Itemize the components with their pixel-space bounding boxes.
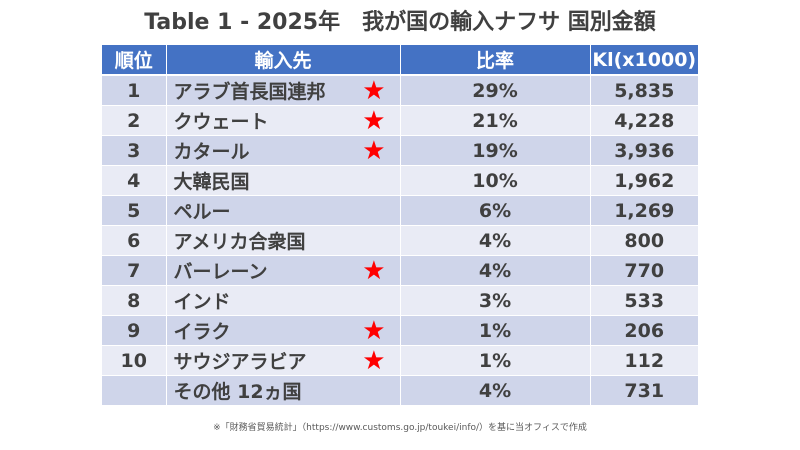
rank-cell: 9 (102, 315, 167, 346)
rank-cell: 8 (102, 285, 167, 316)
page-title: Table 1 - 2025年 我が国の輸入ナフサ 国別金額 (144, 10, 656, 35)
rank-cell: 4 (102, 165, 167, 196)
country-cell: クウェート ★ (166, 105, 401, 136)
star-icon: ★ (362, 135, 386, 166)
amount-cell: 1,269 (590, 195, 698, 226)
ratio-cell: 21% (400, 105, 591, 136)
ratio-cell: 1% (400, 315, 591, 346)
country-name: 大韓民国 (173, 171, 250, 193)
header-rank: 順位 (102, 45, 167, 76)
table-row: 1 アラブ首長国連邦 ★ 29% 5,835 (102, 75, 698, 106)
star-icon: ★ (362, 75, 386, 106)
header-amount: Kl(x1000) (590, 45, 698, 76)
table-row: 5 ペルー 6% 1,269 (102, 195, 698, 226)
ratio-cell: 3% (400, 285, 591, 316)
ratio-cell: 19% (400, 135, 591, 166)
country-cell: アラブ首長国連邦 ★ (166, 75, 401, 106)
amount-cell: 731 (590, 375, 698, 406)
table-row: 7 バーレーン ★ 4% 770 (102, 255, 698, 286)
table-row: 10 サウジアラビア ★ 1% 112 (102, 345, 698, 376)
source-note: ※「財務省貿易統計」（https://www.customs.go.jp/tou… (213, 423, 587, 433)
amount-cell: 4,228 (590, 105, 698, 136)
ratio-cell: 4% (400, 375, 591, 406)
country-cell: アメリカ合衆国 (166, 225, 401, 256)
country-cell: イラク ★ (166, 315, 401, 346)
rank-cell: 3 (102, 135, 167, 166)
star-icon: ★ (362, 255, 386, 286)
header-ratio: 比率 (400, 45, 591, 76)
rank-cell: 5 (102, 195, 167, 226)
country-name: その他 12ヵ国 (173, 381, 302, 403)
ratio-cell: 4% (400, 225, 591, 256)
table-row: 9 イラク ★ 1% 206 (102, 315, 698, 346)
amount-cell: 770 (590, 255, 698, 286)
star-icon: ★ (362, 345, 386, 376)
ratio-cell: 10% (400, 165, 591, 196)
table-header-row: 順位 輸入先 比率 Kl(x1000) (102, 45, 698, 76)
header-country: 輸入先 (166, 45, 401, 76)
country-cell: サウジアラビア ★ (166, 345, 401, 376)
country-name: アメリカ合衆国 (173, 231, 306, 253)
table-row: 3 カタール ★ 19% 3,936 (102, 135, 698, 166)
country-cell: ペルー (166, 195, 401, 226)
country-name: インド (173, 291, 231, 313)
ratio-cell: 29% (400, 75, 591, 106)
country-name: イラク (173, 321, 231, 343)
ratio-cell: 6% (400, 195, 591, 226)
country-name: サウジアラビア (173, 351, 307, 373)
country-cell: 大韓民国 (166, 165, 401, 196)
amount-cell: 533 (590, 285, 698, 316)
table-row: 6 アメリカ合衆国 4% 800 (102, 225, 698, 256)
table-row: 2 クウェート ★ 21% 4,228 (102, 105, 698, 136)
star-icon: ★ (362, 105, 386, 136)
star-icon: ★ (362, 315, 386, 346)
rank-cell (102, 375, 167, 406)
rank-cell: 7 (102, 255, 167, 286)
country-name: ペルー (173, 201, 231, 223)
country-name: カタール (173, 141, 250, 163)
amount-cell: 206 (590, 315, 698, 346)
amount-cell: 3,936 (590, 135, 698, 166)
amount-cell: 5,835 (590, 75, 698, 106)
country-cell: カタール ★ (166, 135, 401, 166)
country-cell: バーレーン ★ (166, 255, 401, 286)
amount-cell: 1,962 (590, 165, 698, 196)
country-name: アラブ首長国連邦 (173, 81, 326, 103)
table-row: その他 12ヵ国 4% 731 (102, 375, 698, 406)
amount-cell: 112 (590, 345, 698, 376)
table-row: 8 インド 3% 533 (102, 285, 698, 316)
rank-cell: 2 (102, 105, 167, 136)
amount-cell: 800 (590, 225, 698, 256)
country-cell: その他 12ヵ国 (166, 375, 401, 406)
rank-cell: 6 (102, 225, 167, 256)
rank-cell: 10 (102, 345, 167, 376)
naphtha-import-table: 順位 輸入先 比率 Kl(x1000) 1 アラブ首長国連邦 ★ 29% 5,83… (102, 45, 698, 406)
ratio-cell: 4% (400, 255, 591, 286)
country-name: バーレーン (173, 261, 268, 283)
country-cell: インド (166, 285, 401, 316)
country-name: クウェート (173, 111, 269, 133)
rank-cell: 1 (102, 75, 167, 106)
table-body: 1 アラブ首長国連邦 ★ 29% 5,835 2 クウェート ★ 21% 4,228… (102, 75, 698, 406)
ratio-cell: 1% (400, 345, 591, 376)
table-row: 4 大韓民国 10% 1,962 (102, 165, 698, 196)
